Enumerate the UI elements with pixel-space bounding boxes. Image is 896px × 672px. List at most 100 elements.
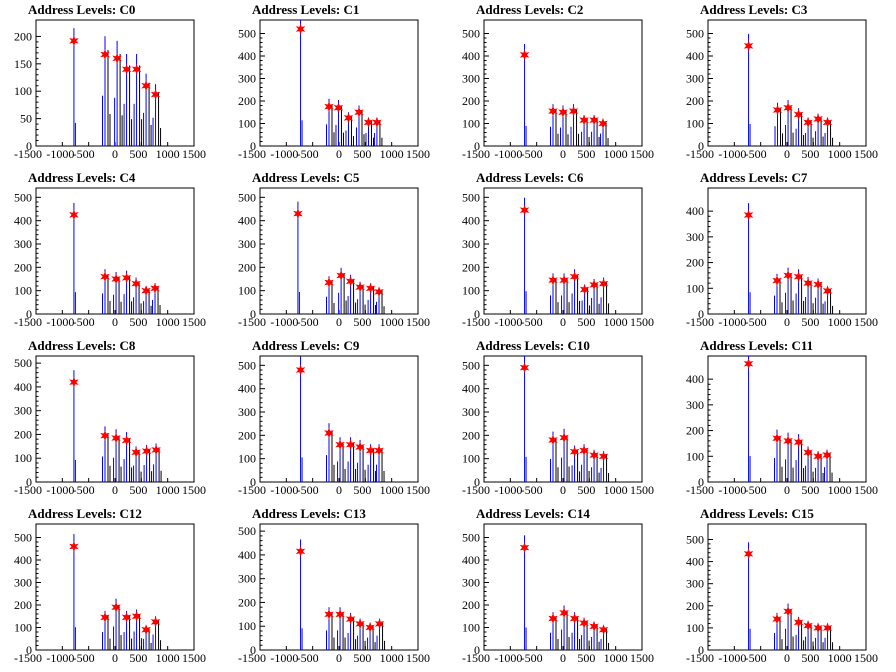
peak-marker <box>559 274 569 286</box>
peak-marker <box>822 622 833 634</box>
y-tick-label: 300 <box>238 572 256 586</box>
peak-marker <box>579 617 589 629</box>
chart-title: Address Levels: C5 <box>252 170 360 185</box>
peak-marker <box>743 548 754 560</box>
peak-marker <box>813 278 823 290</box>
peak-marker <box>324 101 334 113</box>
peak-marker <box>559 607 569 619</box>
peak-marker <box>333 102 344 114</box>
x-tick-label: -1000 <box>494 483 522 497</box>
y-tick-label: 100 <box>14 284 32 298</box>
y-tick-label: 100 <box>462 621 480 635</box>
y-tick-label: 300 <box>14 404 32 418</box>
x-tick-label: -1000 <box>494 651 522 665</box>
y-tick-label: 200 <box>238 94 256 108</box>
chart-title: Address Levels: C4 <box>28 170 136 185</box>
plot-frame <box>707 187 867 315</box>
peak-marker <box>324 608 334 620</box>
x-tick-label: 0 <box>112 315 118 329</box>
peak-marker <box>579 114 589 126</box>
y-tick-label: 200 <box>686 256 704 270</box>
x-tick-label: -1500 <box>14 483 42 497</box>
x-tick-label: 0 <box>112 147 118 161</box>
x-tick-labels: -1500 -1000-500 0 500 1000 1500 <box>462 651 654 665</box>
y-tick-label: 100 <box>686 117 704 131</box>
y-tick-label: 100 <box>686 621 704 635</box>
peak-marker <box>772 613 782 625</box>
chart-panel: Address Levels: C60100200300400500-1500-… <box>462 170 654 329</box>
x-tick-label: -1000 <box>270 651 298 665</box>
chart-title: Address Levels: C3 <box>700 2 808 17</box>
x-tick-label: -500 <box>73 483 95 497</box>
peak-marker <box>772 432 782 444</box>
x-tick-label: -1000 <box>494 315 522 329</box>
y-tick-label: 300 <box>238 405 256 419</box>
peak-marker <box>365 621 375 633</box>
peak-marker <box>293 208 303 220</box>
x-tick-label: -500 <box>745 651 767 665</box>
y-tick-label: 0 <box>474 307 480 321</box>
x-tick-label: -500 <box>297 315 319 329</box>
x-tick-labels: -1500 -1000-500 0 500 1000 1500 <box>686 147 878 161</box>
y-tick-label: 500 <box>14 531 32 545</box>
y-tick-label: 50 <box>20 112 32 126</box>
x-tick-label: 0 <box>784 147 790 161</box>
plot-frame <box>483 523 643 651</box>
x-tick-label: 0 <box>784 483 790 497</box>
y-tick-label: 100 <box>14 451 32 465</box>
y-tick-label: 200 <box>14 29 32 43</box>
y-tick-label: 500 <box>238 524 256 538</box>
y-tick-label: 400 <box>686 372 704 386</box>
x-tick-label: -1000 <box>46 315 74 329</box>
y-tick-label: 300 <box>14 237 32 251</box>
y-tick-label: 150 <box>14 57 32 71</box>
y-tick-label: 500 <box>462 531 480 545</box>
y-tick-label: 100 <box>238 619 256 633</box>
peak-marker <box>803 277 813 289</box>
x-tick-label: 0 <box>560 147 566 161</box>
plot-frame <box>259 523 419 651</box>
peak-marker <box>793 109 804 120</box>
y-tick-label: 500 <box>686 532 704 546</box>
x-tick-label: 1000 <box>156 315 180 329</box>
peak-marker <box>743 40 754 52</box>
peak-marker <box>813 113 823 125</box>
peak-marker <box>150 616 161 628</box>
peak-marker <box>365 445 376 456</box>
x-tick-label: 0 <box>560 315 566 329</box>
y-tick-label: 0 <box>698 139 704 153</box>
y-tick-label: 200 <box>686 599 704 613</box>
plot-frame <box>483 187 643 315</box>
x-tick-label: -1500 <box>686 483 714 497</box>
y-tick-label: 200 <box>462 428 480 442</box>
chart-title: Address Levels: C1 <box>252 2 359 17</box>
x-tick-labels: -1500 -1000-500 0 500 1000 1500 <box>462 315 654 329</box>
x-tick-labels: -1500 -1000-500 0 500 1000 1500 <box>238 315 430 329</box>
peak-marker <box>783 605 793 617</box>
peak-marker <box>141 624 151 636</box>
y-tick-label: 100 <box>238 452 256 466</box>
peak-marker <box>783 102 793 114</box>
peak-marker <box>365 282 376 294</box>
x-tick-label: -500 <box>745 483 767 497</box>
y-tick-label: 400 <box>686 49 704 63</box>
peak-marker <box>335 439 345 451</box>
peak-marker <box>569 613 580 624</box>
x-tick-label: 1500 <box>406 651 430 665</box>
y-tick-label: 0 <box>474 475 480 489</box>
peak-marker <box>598 118 608 129</box>
chart-panel: Address Levels: C40100200300400500-1500-… <box>14 170 206 329</box>
chart-title: Address Levels: C8 <box>28 338 136 353</box>
x-tick-label: -1500 <box>238 651 266 665</box>
x-tick-label: 0 <box>112 651 118 665</box>
y-tick-label: 500 <box>462 190 480 204</box>
y-tick-label: 0 <box>250 139 256 153</box>
chart-title: Address Levels: C9 <box>252 338 360 353</box>
x-tick-labels: -1500 -1000-500 0 500 1000 1500 <box>14 483 206 497</box>
x-tick-labels: -1500 -1000-500 0 500 1000 1500 <box>238 651 430 665</box>
x-tick-label: 1000 <box>156 147 180 161</box>
x-tick-label: 1500 <box>854 651 878 665</box>
peak-marker <box>336 270 346 281</box>
peak-marker <box>519 49 530 61</box>
y-tick-label: 500 <box>14 190 32 204</box>
